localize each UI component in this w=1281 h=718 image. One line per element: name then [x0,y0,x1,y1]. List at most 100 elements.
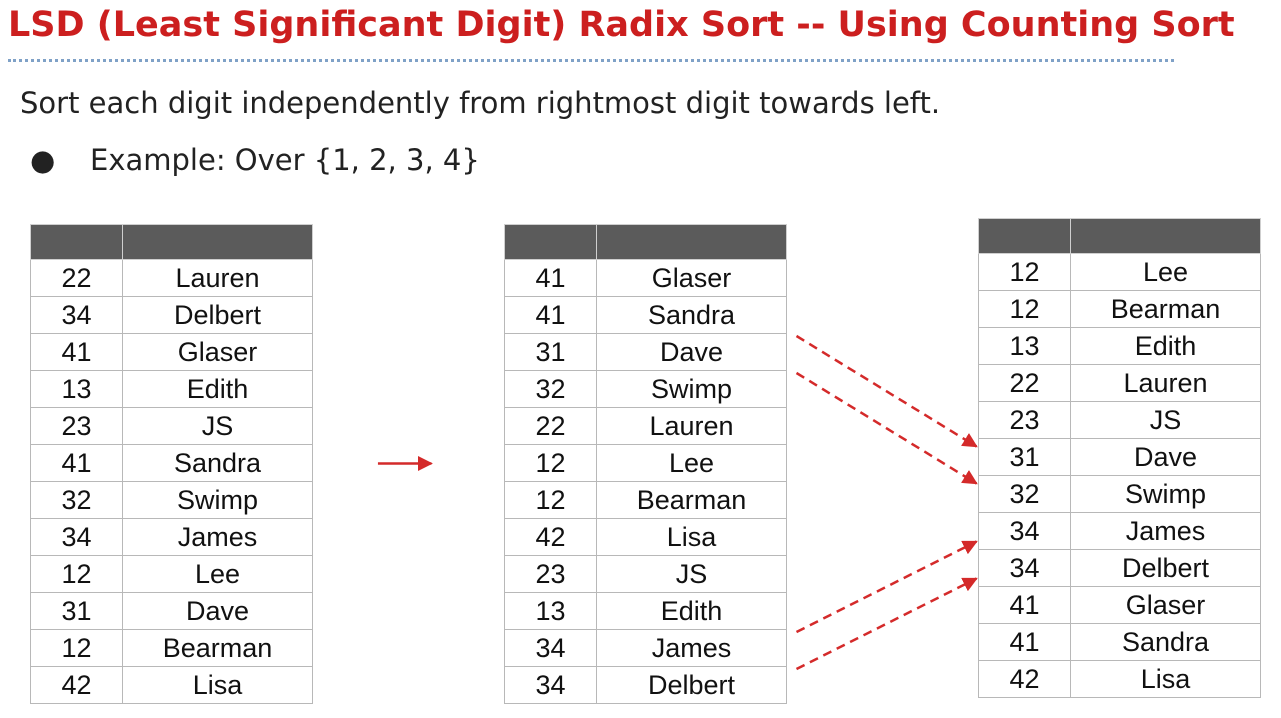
example-text: Example: Over {1, 2, 3, 4} [90,143,480,177]
table-row: 23 JS [30,407,313,445]
key-cell: 22 [504,407,597,445]
name-cell: Bearman [1070,290,1261,328]
table-row: 31 Dave [978,438,1261,476]
table-original: 22 Lauren 34 Delbert 41 Glaser 13 Edith 23 JS 41 Sa… [30,224,313,704]
table-row: 31 Dave [30,592,313,630]
move-arrow [795,540,978,634]
name-cell: James [1070,512,1261,550]
name-cell: Lee [122,555,313,593]
name-cell: Edith [596,592,787,630]
name-cell: Edith [122,370,313,408]
name-cell: Glaser [122,333,313,371]
key-cell: 34 [978,549,1071,587]
table-row: 32 Swimp [504,370,787,408]
key-column-header [504,224,597,260]
name-cell: Lisa [122,666,313,704]
key-cell: 12 [504,481,597,519]
key-cell: 32 [504,370,597,408]
name-cell: Glaser [1070,586,1261,624]
name-cell: James [596,629,787,667]
key-cell: 41 [504,259,597,297]
key-cell: 41 [978,623,1071,661]
name-cell: Lisa [1070,660,1261,698]
key-cell: 31 [30,592,123,630]
table-row: 12 Lee [30,555,313,593]
name-cell: Swimp [122,481,313,519]
name-cell: Sandra [596,296,787,334]
name-cell: Sandra [122,444,313,482]
key-cell: 13 [504,592,597,630]
table-row: 22 Lauren [30,259,313,297]
key-cell: 34 [504,629,597,667]
table-row: 12 Lee [504,444,787,482]
table-row: 12 Lee [978,253,1261,291]
name-cell: Dave [122,592,313,630]
table-row: 22 Lauren [978,364,1261,402]
key-cell: 41 [978,586,1071,624]
key-cell: 31 [978,438,1071,476]
table-row: 41 Glaser [978,586,1261,624]
table-row: 12 Bearman [504,481,787,519]
name-cell: JS [122,407,313,445]
table-row: 32 Swimp [30,481,313,519]
key-cell: 12 [978,253,1071,291]
name-cell: Delbert [596,666,787,704]
key-cell: 23 [978,401,1071,439]
table-row: 12 Bearman [978,290,1261,328]
key-cell: 23 [30,407,123,445]
key-cell: 31 [504,333,597,371]
table-row: 34 Delbert [978,549,1261,587]
key-cell: 23 [504,555,597,593]
key-cell: 34 [978,512,1071,550]
name-cell: Bearman [122,629,313,667]
table-body: 41 Glaser 41 Sandra 31 Dave 32 Swimp 22 Lauren 12 L… [504,259,787,704]
key-cell: 12 [978,290,1071,328]
name-column-header [1070,218,1261,254]
key-cell: 42 [504,518,597,556]
table-body: 12 Lee 12 Bearman 13 Edith 22 Lauren 23 JS 31 Dave 3… [978,253,1261,698]
table-row: 13 Edith [504,592,787,630]
table-row: 23 JS [978,401,1261,439]
key-cell: 41 [504,296,597,334]
table-row: 12 Bearman [30,629,313,667]
table-header-row [504,224,787,260]
table-header-row [978,218,1261,254]
table-row: 42 Lisa [504,518,787,556]
name-cell: Dave [1070,438,1261,476]
key-cell: 41 [30,333,123,371]
key-cell: 13 [30,370,123,408]
table-row: 41 Sandra [978,623,1261,661]
key-cell: 32 [978,475,1071,513]
table-row: 41 Sandra [30,444,313,482]
name-cell: Delbert [122,296,313,334]
name-cell: James [122,518,313,556]
name-cell: Dave [596,333,787,371]
table-row: 13 Edith [30,370,313,408]
name-cell: Sandra [1070,623,1261,661]
table-row: 23 JS [504,555,787,593]
bullet-dot-icon: ● [30,143,56,177]
key-cell: 12 [30,629,123,667]
table-after-ones-digit: 41 Glaser 41 Sandra 31 Dave 32 Swimp 22 Lauren 12 L… [504,224,787,704]
table-row: 31 Dave [504,333,787,371]
name-cell: Glaser [596,259,787,297]
table-after-tens-digit: 12 Lee 12 Bearman 13 Edith 22 Lauren 23 JS 31 Dave 3… [978,218,1261,698]
table-row: 22 Lauren [504,407,787,445]
key-cell: 32 [30,481,123,519]
table-row: 13 Edith [978,327,1261,365]
key-cell: 13 [978,327,1071,365]
name-cell: Lauren [596,407,787,445]
key-cell: 34 [30,296,123,334]
move-arrow [795,334,978,448]
key-cell: 41 [30,444,123,482]
name-cell: Swimp [596,370,787,408]
move-arrow [795,371,978,485]
table-row: 34 Delbert [30,296,313,334]
title-divider [8,59,1174,62]
key-cell: 22 [30,259,123,297]
name-cell: Lee [596,444,787,482]
name-cell: Swimp [1070,475,1261,513]
name-cell: Lisa [596,518,787,556]
name-column-header [122,224,313,260]
move-arrow [795,577,978,671]
